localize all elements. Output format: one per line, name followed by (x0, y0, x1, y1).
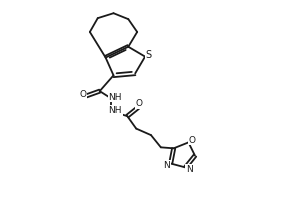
Text: S: S (146, 50, 152, 60)
Text: O: O (188, 136, 196, 145)
Text: N: N (186, 165, 193, 174)
Text: NH: NH (109, 106, 122, 115)
Text: NH: NH (109, 93, 122, 102)
Text: O: O (79, 90, 86, 99)
Text: N: N (164, 161, 170, 170)
Text: O: O (136, 99, 143, 108)
